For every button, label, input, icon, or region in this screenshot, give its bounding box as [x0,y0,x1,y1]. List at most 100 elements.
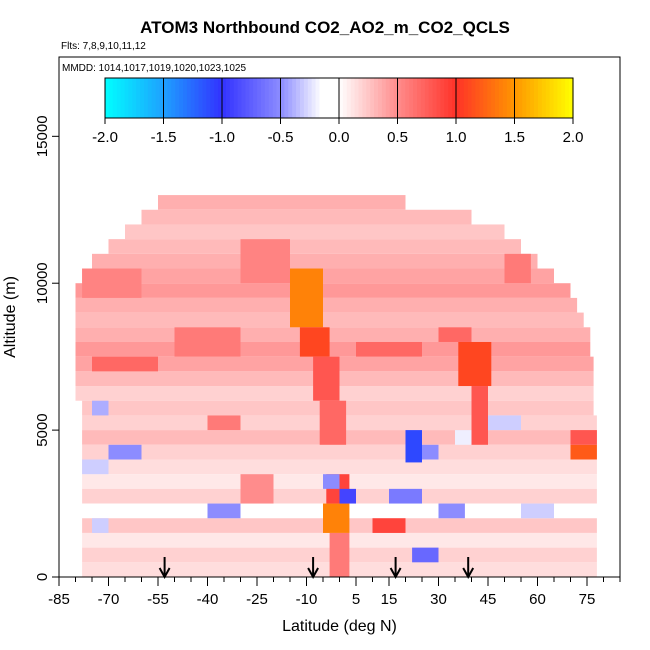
colorbar-segment [354,78,360,118]
colorbar-segment [413,78,418,118]
colorbar-segment [526,78,531,118]
colorbar-segment [155,78,161,118]
latitude-arrowhead [389,567,402,580]
heatmap-cell [458,341,492,387]
heatmap-cell [412,547,439,563]
y-tick-label: 5000 [34,413,51,446]
colorbar-segment [479,78,484,118]
colorbar-segment [194,78,200,118]
colorbar-segment [249,78,254,118]
colorbar-segment [498,78,504,118]
colorbar-segment [424,78,430,118]
colorbar-segment [487,78,492,118]
colorbar-segment [444,78,449,118]
colorbar-segment [116,78,122,118]
colorbar-segment [428,78,434,118]
heatmap-cell [158,195,406,210]
colorbar-segment [342,78,348,118]
colorbar-segment [300,78,305,118]
colorbar-segment [358,78,363,118]
colorbar-segment [405,78,410,118]
colorbar-segment [495,78,500,118]
latitude-arrowhead [462,567,475,580]
colorbar-segment [327,78,332,118]
colorbar-segment [397,78,402,118]
colorbar-tick-label: -2.0 [92,129,118,146]
heatmap-cell [75,327,591,342]
colorbar-segment [522,78,527,118]
colorbar-segment [315,78,321,118]
heatmap-cell [471,386,488,445]
colorbar-segment [467,78,473,118]
colorbar-segment [292,78,297,118]
colorbar-segment [120,78,126,118]
y-tick-label: 15000 [34,115,51,157]
x-tick-label: -10 [296,591,318,608]
x-axis-title: Latitude (deg N) [282,618,397,635]
colorbar-segment [370,78,375,118]
heatmap-cell [82,459,109,475]
x-tick-label: 45 [480,591,497,608]
heatmap-cell [92,400,109,416]
heatmap-cell [570,444,597,460]
colorbar-segment [448,78,453,118]
colorbar-segment [323,78,328,118]
heatmap-cell [82,459,597,475]
heatmap-cell [82,444,597,460]
colorbar-segment [420,78,426,118]
x-tick-label: 30 [430,591,447,608]
colorbar-tick-label: -1.0 [209,129,235,146]
heatmap-cell [356,341,422,357]
colorbar-segment [440,78,445,118]
heatmap-cell [323,474,340,489]
x-tick-label: -70 [98,591,120,608]
heatmap-cell [290,268,323,328]
colorbar-segment [183,78,188,118]
colorbar-segment [350,78,356,118]
heatmap-cell [75,341,591,357]
heatmap-cell [372,518,406,533]
colorbar-segment [514,78,519,118]
heatmap-cell [174,327,241,357]
colorbar-segment [378,78,383,118]
heatmap-cell [488,415,521,431]
colorbar-segment [541,78,547,118]
colorbar-segment [374,78,379,118]
colorbar-segment [303,78,309,118]
colorbar-segment [401,78,406,118]
colorbar-tick-label: 1.0 [446,129,467,146]
y-tick-label: 10000 [34,262,51,304]
colorbar-segment [112,78,118,118]
colorbar-segment [393,78,399,118]
y-tick-label: 0 [34,573,51,581]
heatmap-cell [207,415,241,431]
colorbar-segment [214,78,219,118]
colorbar-segment [163,78,168,118]
colorbar-segment [537,78,543,118]
colorbar-segment [381,78,387,118]
colorbar-tick-label: 0.0 [329,129,350,146]
colorbar-segment [557,78,562,118]
colorbar-tick-label: 1.5 [504,129,525,146]
colorbar-segment [549,78,555,118]
heatmap-cell [299,327,330,357]
colorbar-segment [171,78,176,118]
heatmap-cell [389,488,422,504]
colorbar-segment [518,78,523,118]
colorbar-segment [179,78,184,118]
colorbar-segment [229,78,235,118]
colorbar-segment [253,78,258,118]
x-tick-label: -55 [147,591,169,608]
colorbar-segment [233,78,239,118]
colorbar-segment [463,78,469,118]
colorbar-segment [471,78,477,118]
colorbar-segment [276,78,282,118]
colorbar-segment [331,78,336,118]
colorbar-segment [510,78,516,118]
colorbar-segment [506,78,512,118]
colorbar-segment [198,78,204,118]
colorbar-segment [167,78,172,118]
colorbar-segment [128,78,133,118]
heatmap-cell [92,253,538,269]
